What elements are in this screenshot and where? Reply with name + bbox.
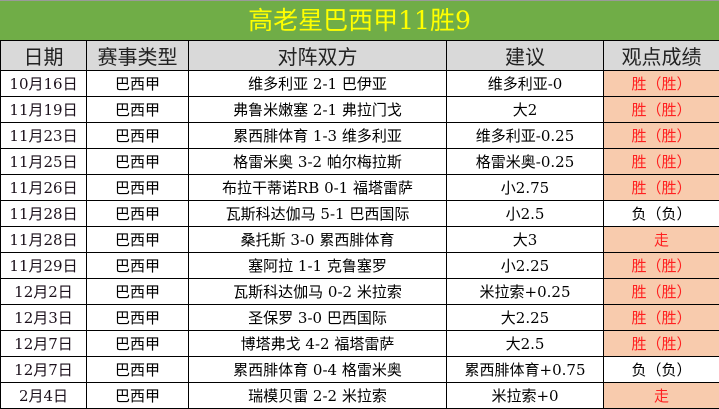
date-cell[interactable]: 11月25日 xyxy=(1,149,87,175)
match-cell[interactable]: 累西腓体育 0-4 格雷米奥 xyxy=(189,357,447,383)
tip-cell[interactable]: 格雷米奥-0.25 xyxy=(447,149,604,175)
date-cell[interactable]: 12月3日 xyxy=(1,305,87,331)
date-cell[interactable]: 2月4日 xyxy=(1,383,87,409)
tip-cell[interactable]: 大2 xyxy=(447,97,604,123)
tip-cell[interactable]: 累西腓体育+0.75 xyxy=(447,357,604,383)
date-cell[interactable]: 11月29日 xyxy=(1,253,87,279)
date-cell[interactable]: 10月16日 xyxy=(1,71,87,97)
tip-cell[interactable]: 米拉索+0 xyxy=(447,383,604,409)
date-cell[interactable]: 11月28日 xyxy=(1,201,87,227)
league-cell[interactable]: 巴西甲 xyxy=(87,331,189,357)
result-cell[interactable]: 胜（胜） xyxy=(604,97,719,123)
result-cell[interactable]: 胜（胜） xyxy=(604,253,719,279)
match-cell[interactable]: 瓦斯科达伽马 5-1 巴西国际 xyxy=(189,201,447,227)
league-cell[interactable]: 巴西甲 xyxy=(87,305,189,331)
league-cell[interactable]: 巴西甲 xyxy=(87,175,189,201)
date-cell[interactable]: 11月26日 xyxy=(1,175,87,201)
date-cell[interactable]: 12月2日 xyxy=(1,279,87,305)
league-cell[interactable]: 巴西甲 xyxy=(87,97,189,123)
result-cell[interactable]: 负（负） xyxy=(604,201,719,227)
result-cell[interactable]: 胜（胜） xyxy=(604,305,719,331)
result-cell[interactable]: 胜（胜） xyxy=(604,279,719,305)
header-date: 日期 xyxy=(1,41,87,71)
result-cell[interactable]: 胜（胜） xyxy=(604,175,719,201)
match-cell[interactable]: 维多利亚 2-1 巴伊亚 xyxy=(189,71,447,97)
match-cell[interactable]: 累西腓体育 1-3 维多利亚 xyxy=(189,123,447,149)
match-cell[interactable]: 瑞模贝雷 2-2 米拉索 xyxy=(189,383,447,409)
header-row: 日期 赛事类型 对阵双方 建议 观点成绩 xyxy=(1,41,719,71)
results-table: 日期 赛事类型 对阵双方 建议 观点成绩 10月16日巴西甲维多利亚 2-1 巴… xyxy=(0,40,719,409)
result-cell[interactable]: 胜（胜） xyxy=(604,331,719,357)
match-cell[interactable]: 格雷米奥 3-2 帕尔梅拉斯 xyxy=(189,149,447,175)
league-cell[interactable]: 巴西甲 xyxy=(87,383,189,409)
result-cell[interactable]: 胜（胜） xyxy=(604,149,719,175)
match-cell[interactable]: 瓦斯科达伽马 0-2 米拉索 xyxy=(189,279,447,305)
league-cell[interactable]: 巴西甲 xyxy=(87,227,189,253)
result-cell[interactable]: 胜（胜） xyxy=(604,71,719,97)
header-league: 赛事类型 xyxy=(87,41,189,71)
tip-cell[interactable]: 小2.75 xyxy=(447,175,604,201)
match-cell[interactable]: 桑托斯 3-0 累西腓体育 xyxy=(189,227,447,253)
tip-cell[interactable]: 大2.25 xyxy=(447,305,604,331)
match-cell[interactable]: 布拉干蒂诺RB 0-1 福塔雷萨 xyxy=(189,175,447,201)
result-cell[interactable]: 走 xyxy=(604,227,719,253)
header-result: 观点成绩 xyxy=(604,41,719,71)
date-cell[interactable]: 11月23日 xyxy=(1,123,87,149)
result-cell[interactable]: 走 xyxy=(604,383,719,409)
header-tip: 建议 xyxy=(447,41,604,71)
date-cell[interactable]: 12月7日 xyxy=(1,331,87,357)
header-match: 对阵双方 xyxy=(189,41,447,71)
tip-cell[interactable]: 小2.25 xyxy=(447,253,604,279)
sheet-title: 高老星巴西甲11胜9 xyxy=(0,0,719,40)
league-cell[interactable]: 巴西甲 xyxy=(87,123,189,149)
league-cell[interactable]: 巴西甲 xyxy=(87,253,189,279)
tip-cell[interactable]: 维多利亚-0.25 xyxy=(447,123,604,149)
league-cell[interactable]: 巴西甲 xyxy=(87,279,189,305)
match-cell[interactable]: 圣保罗 3-0 巴西国际 xyxy=(189,305,447,331)
league-cell[interactable]: 巴西甲 xyxy=(87,149,189,175)
tip-cell[interactable]: 米拉索+0.25 xyxy=(447,279,604,305)
result-cell[interactable]: 负（负） xyxy=(604,357,719,383)
tip-cell[interactable]: 小2.5 xyxy=(447,201,604,227)
tip-cell[interactable]: 大3 xyxy=(447,227,604,253)
date-cell[interactable]: 11月19日 xyxy=(1,97,87,123)
match-cell[interactable]: 博塔弗戈 4-2 福塔雷萨 xyxy=(189,331,447,357)
date-cell[interactable]: 12月7日 xyxy=(1,357,87,383)
match-cell[interactable]: 弗鲁米嫩塞 2-1 弗拉门戈 xyxy=(189,97,447,123)
league-cell[interactable]: 巴西甲 xyxy=(87,71,189,97)
tip-cell[interactable]: 维多利亚-0 xyxy=(447,71,604,97)
date-cell[interactable]: 11月28日 xyxy=(1,227,87,253)
tip-cell[interactable]: 大2.5 xyxy=(447,331,604,357)
league-cell[interactable]: 巴西甲 xyxy=(87,201,189,227)
result-cell[interactable]: 胜（胜） xyxy=(604,123,719,149)
league-cell[interactable]: 巴西甲 xyxy=(87,357,189,383)
match-cell[interactable]: 塞阿拉 1-1 克鲁塞罗 xyxy=(189,253,447,279)
